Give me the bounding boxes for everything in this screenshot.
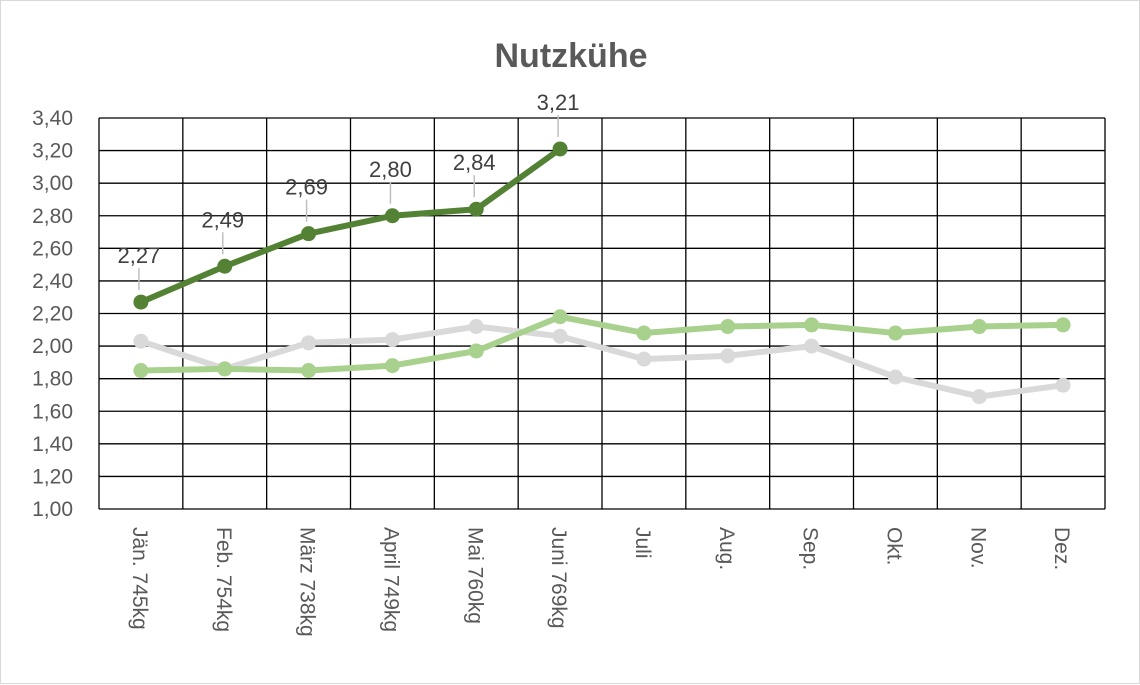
series-2-point (301, 226, 317, 242)
series-2-point (217, 258, 233, 274)
y-tick-label: 3,40 (32, 107, 73, 130)
x-tick-label: Juli (631, 527, 654, 559)
y-tick-label: 1,00 (32, 498, 73, 521)
series-2-point (552, 141, 568, 157)
series-0-line (137, 323, 1067, 400)
x-tick-label: Nov. (966, 527, 989, 569)
series-0-point (552, 328, 568, 344)
series-1-point (384, 358, 400, 374)
series-1-point (804, 317, 820, 333)
series-0-point (636, 351, 652, 367)
series-1-point (552, 309, 568, 325)
x-tick-label: Dez. (1050, 527, 1073, 570)
series-1-point (468, 343, 484, 359)
series-1-point (301, 363, 317, 379)
y-tick-label: 1,80 (32, 368, 73, 391)
data-label: 2,80 (369, 157, 412, 182)
chart-title: Nutzkühe (495, 37, 648, 75)
x-tick-label: Jän. 745kg (128, 527, 151, 630)
y-tick-label: 2,60 (32, 237, 73, 260)
y-tick-label: 1,20 (32, 465, 73, 488)
y-tick-label: 2,40 (32, 270, 73, 293)
data-label: 2,49 (201, 207, 244, 232)
y-tick-label: 3,00 (32, 172, 73, 195)
series-1-point (133, 363, 149, 379)
series-2-point (468, 201, 484, 217)
series-1-point (636, 325, 652, 341)
y-tick-label: 2,20 (32, 303, 73, 326)
data-labels: 2,27 2,49 2,69 2,80 2,84 3,21 (118, 90, 580, 291)
series-1-point (971, 319, 987, 335)
y-tick-label: 2,80 (32, 205, 73, 228)
series-0-point (301, 335, 317, 351)
y-axis-ticks: 1,00 1,20 1,40 1,60 1,80 2,00 2,20 2,40 2,60 2,80… (32, 107, 73, 521)
x-axis-ticks: Jän. 745kg Feb. 754kg März 738kg April 749k… (128, 527, 1073, 637)
x-tick-label: Juni 769kg (547, 527, 570, 629)
x-tick-label: Mai 760kg (463, 527, 486, 624)
x-tick-label: April 749kg (379, 527, 402, 632)
series-0-point (1055, 377, 1071, 393)
series-2-point (133, 294, 149, 310)
series-0-point (971, 389, 987, 405)
series-0-point (720, 348, 736, 364)
grid (98, 117, 1106, 510)
y-tick-label: 1,40 (32, 433, 73, 456)
series (133, 141, 1071, 405)
series-0-point (384, 332, 400, 348)
data-label: 2,84 (453, 150, 496, 175)
series-1-point (887, 325, 903, 341)
y-tick-label: 1,60 (32, 400, 73, 423)
series-0-point (468, 319, 484, 335)
series-0-point (133, 333, 149, 349)
series-1-point (217, 361, 233, 377)
data-label: 2,69 (285, 175, 328, 200)
data-label: 2,27 (118, 243, 161, 268)
series-1-point (1055, 317, 1071, 333)
x-tick-label: Sep. (799, 527, 822, 570)
x-tick-label: Aug. (715, 527, 738, 570)
x-tick-label: März 738kg (296, 527, 319, 637)
series-1-line (137, 313, 1067, 374)
x-tick-label: Feb. 754kg (212, 527, 235, 632)
y-tick-label: 3,20 (32, 140, 73, 163)
series-2-line (137, 146, 564, 306)
data-label: 3,21 (537, 90, 580, 115)
x-tick-label: Okt. (882, 527, 905, 566)
series-0-point (887, 369, 903, 385)
y-tick-label: 2,00 (32, 335, 73, 358)
series-2-point (384, 208, 400, 224)
series-1-point (720, 319, 736, 335)
series-0-point (804, 338, 820, 354)
